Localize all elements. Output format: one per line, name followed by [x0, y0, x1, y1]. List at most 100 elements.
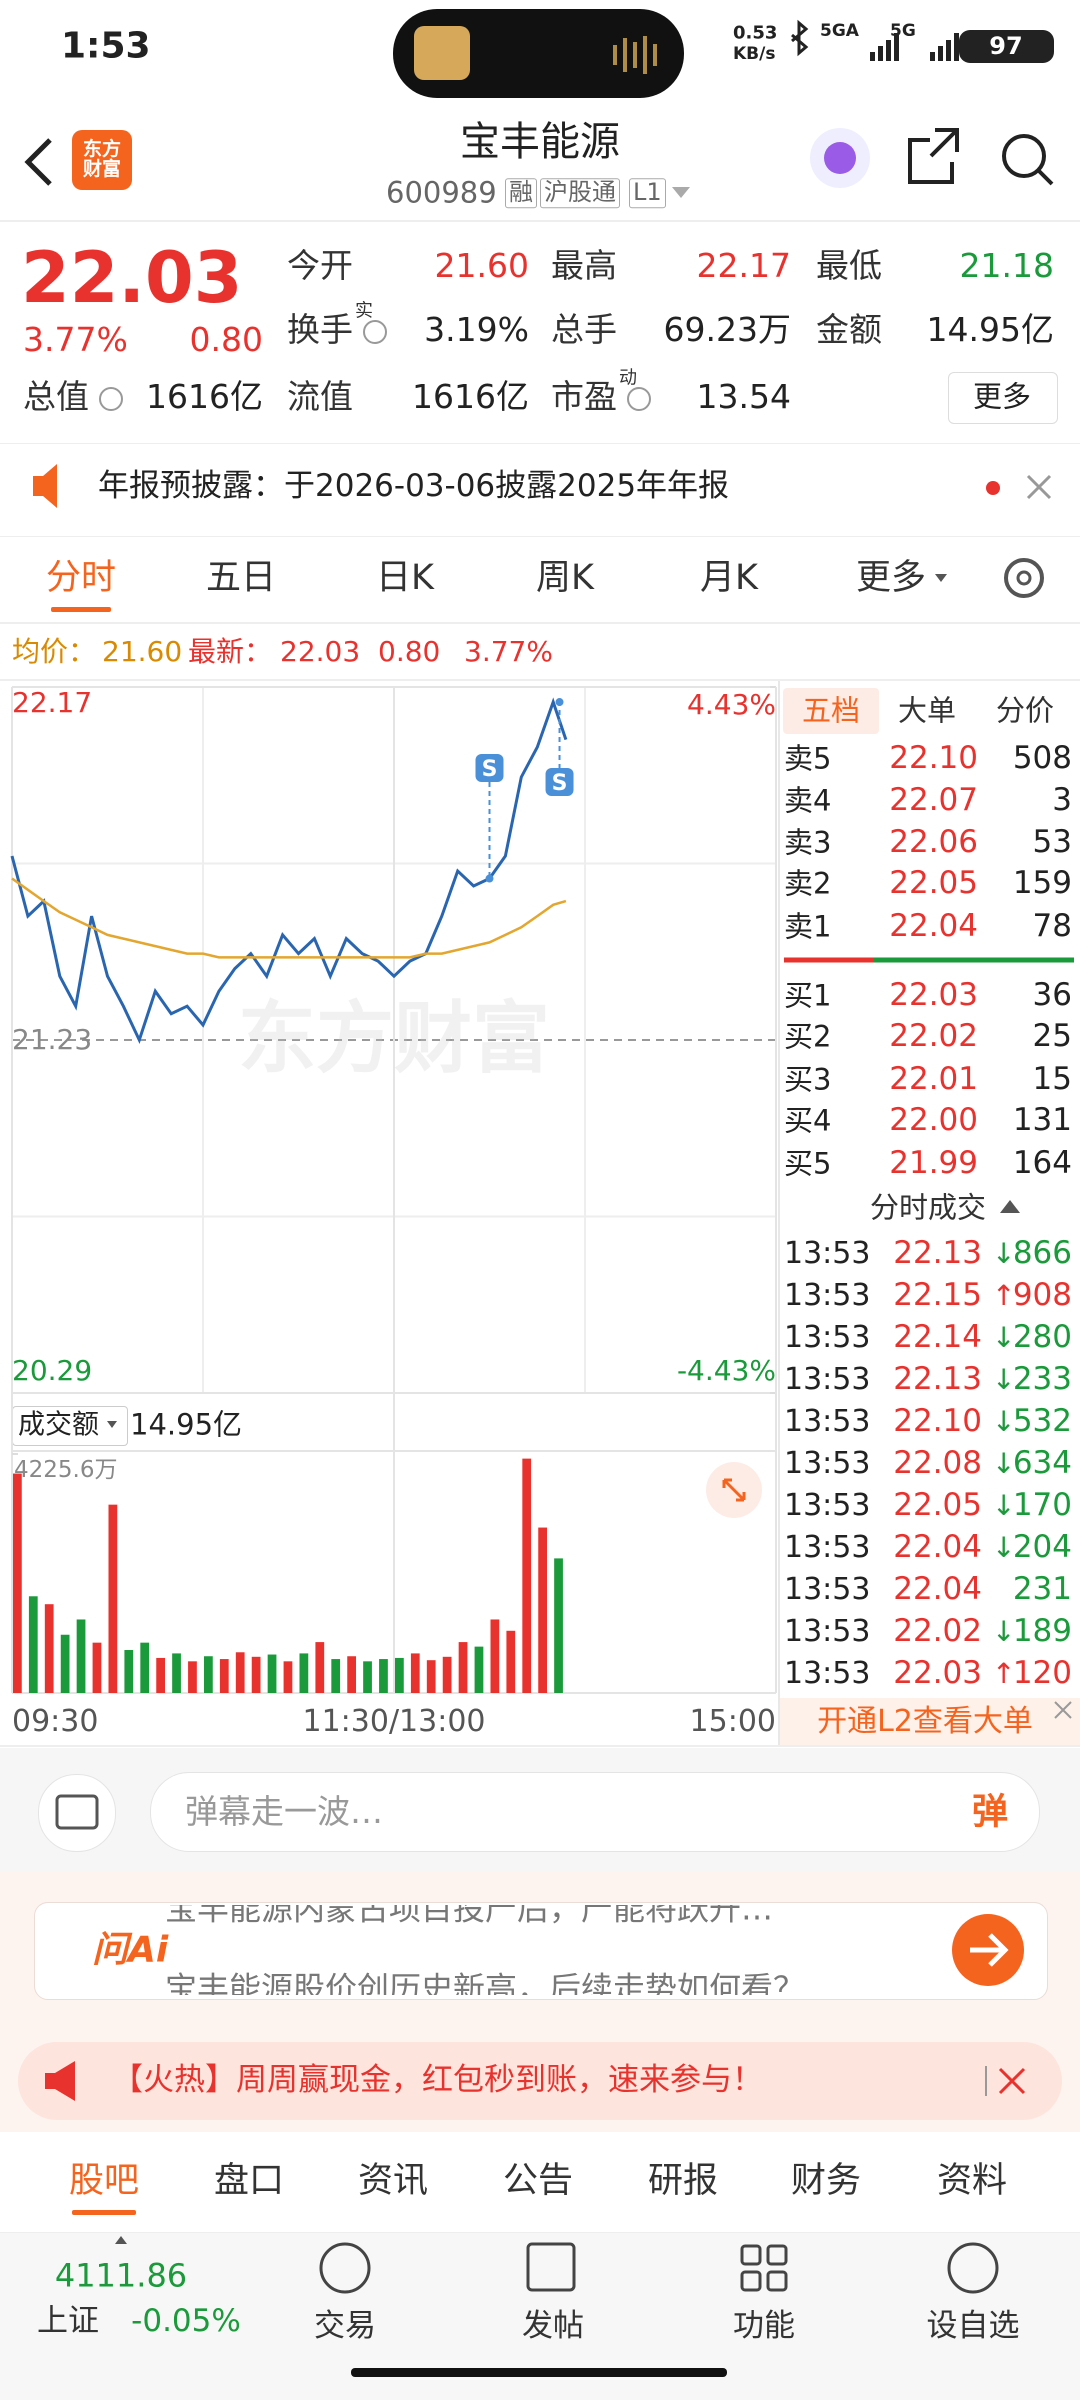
- content-tab[interactable]: 财务: [790, 2160, 862, 2201]
- trade-time: 13:53: [784, 1613, 871, 1649]
- volume-bar: [538, 1527, 548, 1693]
- settings-button[interactable]: [1004, 558, 1044, 598]
- trade-price: 22.05: [893, 1487, 982, 1524]
- volume-bar: [172, 1653, 181, 1693]
- banner-pill[interactable]: [18, 2042, 1062, 2120]
- field-value: 3.19%: [424, 310, 529, 350]
- trade-price: 22.10: [893, 1403, 982, 1440]
- volume-bar: [267, 1654, 277, 1693]
- book-price: 22.06: [889, 824, 978, 861]
- book-volume: 25: [1032, 1018, 1072, 1055]
- l2-close[interactable]: [1054, 1701, 1072, 1719]
- orderbook-tab-active[interactable]: [783, 688, 879, 734]
- trade-price: 22.15: [893, 1277, 982, 1314]
- volume-bar: [490, 1619, 500, 1693]
- book-volume: 508: [1012, 740, 1072, 777]
- x-tick-label: 09:30: [12, 1703, 99, 1739]
- network-type: 5G: [890, 21, 916, 42]
- period-tab[interactable]: 周K: [536, 557, 594, 598]
- book-level: 卖4: [784, 783, 832, 818]
- footer-nav[interactable]: 交易: [314, 2308, 376, 2345]
- book-volume: 3: [1052, 782, 1072, 819]
- trade-direction: ↑: [992, 1278, 1016, 1312]
- book-tab[interactable]: 大单: [897, 693, 957, 728]
- watchlist-icon[interactable]: [947, 2242, 999, 2294]
- info-change: 0.80: [378, 634, 441, 668]
- app-logo[interactable]: [72, 130, 132, 190]
- avg-line: [11, 877, 567, 959]
- trade-price: 22.04: [893, 1571, 982, 1608]
- function-icon[interactable]: [740, 2244, 788, 2292]
- media-thumb: [414, 26, 470, 80]
- content-tab[interactable]: 研报: [647, 2160, 719, 2201]
- content-tab[interactable]: 股吧: [68, 2160, 140, 2201]
- avatar-face: [824, 142, 856, 174]
- volume-title[interactable]: 成交额: [18, 1409, 99, 1441]
- x-tick-label: 15:00: [689, 1703, 776, 1739]
- book-tab[interactable]: 分价: [995, 693, 1055, 728]
- book-price: 22.00: [889, 1102, 978, 1139]
- book-tab[interactable]: 五档: [801, 693, 861, 728]
- trade-direction: ↑: [992, 1656, 1016, 1690]
- footer-nav[interactable]: 功能: [733, 2308, 795, 2345]
- banner-close[interactable]: [998, 2067, 1026, 2095]
- comment-icon[interactable]: [38, 1774, 116, 1852]
- bottom-tabs-bg: [0, 2132, 1080, 2233]
- period-tab[interactable]: 月K: [700, 557, 758, 598]
- trade-volume: 231: [1012, 1571, 1072, 1608]
- period-tab[interactable]: 分时: [45, 557, 117, 598]
- volume-bar: [379, 1659, 388, 1693]
- field-label: 市盈: [551, 377, 617, 417]
- trade-time: 13:53: [784, 1319, 871, 1355]
- audio-bars: [613, 36, 657, 74]
- danmu-button[interactable]: 弹: [971, 1791, 1009, 1833]
- net-speed: 0.53: [733, 22, 778, 44]
- field-sup: 动: [619, 367, 637, 389]
- volume-bar: [60, 1634, 70, 1693]
- banner-text[interactable]: 【火热】周周赢现金，红包秒到账，速来参与！: [112, 2062, 763, 2099]
- period-tab[interactable]: 日K: [376, 557, 434, 598]
- l2-promo[interactable]: 开通L2查看大单: [817, 1703, 1033, 1739]
- info-icon: [363, 320, 387, 344]
- trade-direction: ↓: [992, 1488, 1016, 1522]
- change-pct: 3.77%: [23, 320, 128, 360]
- notice-close[interactable]: [1026, 474, 1052, 500]
- period-tab[interactable]: 五日: [205, 557, 277, 598]
- comment-placeholder[interactable]: 弹幕走一波…: [185, 1792, 383, 1832]
- content-tab[interactable]: 资讯: [357, 2160, 429, 2201]
- info-icon: [99, 387, 123, 411]
- volume-bar: [474, 1646, 484, 1693]
- volume-bar: [92, 1642, 102, 1693]
- more-button[interactable]: [948, 372, 1058, 424]
- comment-input[interactable]: [150, 1772, 1040, 1852]
- field-value: 1616亿: [146, 377, 263, 417]
- last-price: 22.03: [21, 236, 243, 319]
- period-tab[interactable]: 更多: [855, 557, 927, 598]
- more-button-text[interactable]: 更多: [972, 379, 1032, 414]
- ai-box[interactable]: [34, 1902, 1048, 2000]
- l2-bg: [779, 1698, 1080, 1746]
- book-price: 22.10: [889, 740, 978, 777]
- trade-time: 13:53: [784, 1655, 871, 1691]
- content-tab[interactable]: 盘口: [213, 2160, 285, 2201]
- trade-icon[interactable]: [319, 2242, 371, 2294]
- share-button[interactable]: [908, 128, 959, 184]
- signal-dot: [555, 698, 564, 707]
- signal-dot: [485, 874, 494, 883]
- trade-time: 13:53: [784, 1403, 871, 1439]
- stock-code: 600989: [386, 175, 497, 210]
- volume-bar: [363, 1661, 372, 1693]
- volume-bar: [506, 1630, 516, 1693]
- footer-nav[interactable]: 发帖: [522, 2308, 584, 2345]
- content-tab[interactable]: 公告: [502, 2160, 574, 2201]
- volume-total: 14.95亿: [130, 1407, 243, 1442]
- search-button[interactable]: [1002, 134, 1046, 178]
- info-change-pct: 3.77%: [464, 634, 553, 668]
- post-icon[interactable]: [526, 2242, 576, 2292]
- footer-nav[interactable]: 设自选: [926, 2308, 1020, 2345]
- book-volume: 78: [1032, 908, 1072, 945]
- content-tab[interactable]: 资料: [936, 2160, 1008, 2201]
- back-button[interactable]: [24, 138, 52, 186]
- ai-scroller[interactable]: 宝丰能源内蒙古项目投产后，产能将跃升… 宝丰能源股价创历史新高，后续走势如何看？: [165, 1905, 935, 1995]
